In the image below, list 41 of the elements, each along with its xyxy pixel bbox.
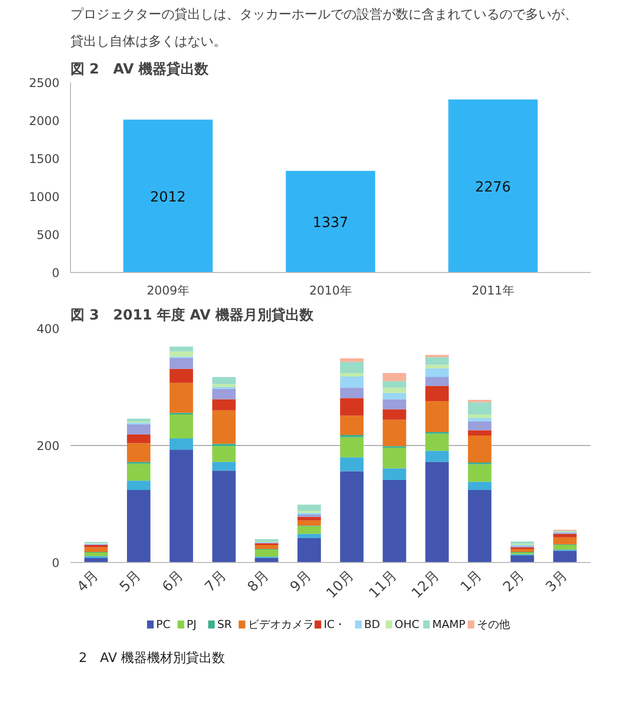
y-tick-label: 1500 xyxy=(28,152,60,166)
legend-label: OHC xyxy=(394,618,420,631)
x-tick-label: 3月 xyxy=(543,568,571,596)
x-tick-label: 2011年 xyxy=(472,284,514,298)
y-tick-label: 0 xyxy=(52,556,60,570)
x-tick-label: 11月 xyxy=(366,568,400,602)
legend-label: その他 xyxy=(476,618,510,631)
x-tick-label: 4月 xyxy=(74,568,102,596)
text: 貸出し自体は多くはない。 xyxy=(70,34,226,50)
chart-title: 図 2 AV 機器貸出数 xyxy=(70,60,210,78)
y-tick-label: 400 xyxy=(36,322,60,336)
x-tick-label: 1月 xyxy=(458,568,486,596)
x-tick-label: 8月 xyxy=(244,568,272,596)
data-label: 1337 xyxy=(312,215,348,232)
data-label: 2276 xyxy=(475,180,511,196)
text: 2 AV 機器機材別貸出数 xyxy=(78,651,226,666)
x-tick-label: 12月 xyxy=(408,568,443,602)
x-tick-label: 2月 xyxy=(500,568,528,596)
y-tick-label: 1000 xyxy=(28,190,60,204)
legend-label: ビデオカメラ xyxy=(248,618,314,631)
y-tick-label: 2000 xyxy=(28,114,60,128)
text: プロジェクターの貸出しは、タッカーホールでの設営が数に含まれているので多いが、 xyxy=(70,8,578,22)
y-tick-label: 2500 xyxy=(28,76,60,90)
legend-label: IC・ xyxy=(324,618,346,631)
legend-label: MAMP xyxy=(432,618,466,631)
x-tick-label: 10月 xyxy=(324,568,358,602)
legend-label: PC xyxy=(156,618,171,631)
x-tick-label: 7月 xyxy=(202,568,230,596)
x-tick-label: 9月 xyxy=(287,568,315,596)
legend-label: PJ xyxy=(186,618,197,631)
x-tick-label: 2010年 xyxy=(309,284,352,298)
chart-title: 図 3 2011 年度 AV 機器月別貸出数 xyxy=(70,306,314,324)
legend-label: BD xyxy=(364,618,380,631)
y-tick-label: 200 xyxy=(36,439,60,453)
x-tick-label: 5月 xyxy=(116,568,144,596)
legend-label: SR xyxy=(217,618,232,631)
data-label: 2012 xyxy=(150,190,186,206)
y-tick-label: 0 xyxy=(52,266,60,280)
x-tick-label: 6月 xyxy=(159,568,187,596)
y-tick-label: 500 xyxy=(36,228,60,242)
x-tick-label: 2009年 xyxy=(146,284,190,298)
